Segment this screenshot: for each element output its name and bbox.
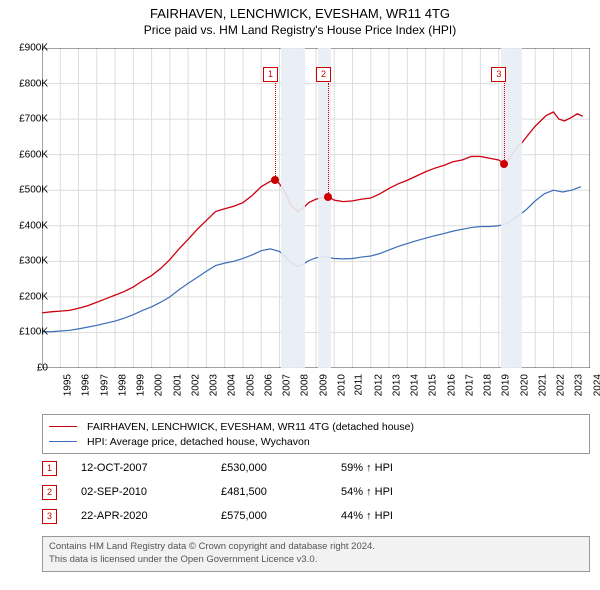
footer: Contains HM Land Registry data © Crown c… <box>42 536 590 572</box>
sale-marker: 1 <box>42 461 57 476</box>
ytick-label: £700K <box>19 114 48 125</box>
footer-line2: This data is licensed under the Open Gov… <box>49 554 583 567</box>
xtick-label: 2003 <box>208 374 219 396</box>
sale-price: £481,500 <box>221 486 341 498</box>
xtick-label: 2008 <box>300 374 311 396</box>
annotation-marker: 1 <box>263 67 278 82</box>
xtick-label: 2013 <box>391 374 402 396</box>
xtick-label: 2005 <box>245 374 256 396</box>
annotation-marker: 2 <box>316 67 331 82</box>
ytick-label: £900K <box>19 43 48 54</box>
legend: FAIRHAVEN, LENCHWICK, EVESHAM, WR11 4TG … <box>42 414 590 454</box>
sale-list: 1 12-OCT-2007£530,00059% ↑ HPI 2 02-SEP-201… <box>42 456 590 528</box>
ytick-label: £300K <box>19 256 48 267</box>
xtick-label: 1995 <box>62 374 73 396</box>
sale-price: £530,000 <box>221 462 341 474</box>
sale-pct: 44% ↑ HPI <box>341 510 441 522</box>
legend-item: FAIRHAVEN, LENCHWICK, EVESHAM, WR11 4TG … <box>49 419 583 434</box>
ytick-label: £200K <box>19 291 48 302</box>
chart-container: FAIRHAVEN, LENCHWICK, EVESHAM, WR11 4TG … <box>0 0 600 590</box>
series-hpi <box>42 187 581 332</box>
footer-line1: Contains HM Land Registry data © Crown c… <box>49 541 583 554</box>
xtick-label: 2023 <box>574 374 585 396</box>
annotation-vline <box>504 83 505 163</box>
xtick-label: 2007 <box>281 374 292 396</box>
annotation-dot <box>271 176 279 184</box>
ytick-label: £800K <box>19 78 48 89</box>
xtick-label: 2009 <box>318 374 329 396</box>
sale-row: 3 22-APR-2020£575,00044% ↑ HPI <box>42 504 590 528</box>
annotation-vline <box>328 83 329 197</box>
xtick-label: 2017 <box>464 374 475 396</box>
xtick-label: 2018 <box>482 374 493 396</box>
xtick-label: 2019 <box>501 374 512 396</box>
xtick-label: 2020 <box>519 374 530 396</box>
xtick-label: 2002 <box>190 374 201 396</box>
annotation-dot <box>500 160 508 168</box>
xtick-label: 2021 <box>537 374 548 396</box>
xtick-label: 2011 <box>354 374 365 396</box>
xtick-label: 2000 <box>154 374 165 396</box>
xtick-label: 2024 <box>592 374 600 396</box>
xtick-label: 1997 <box>99 374 110 396</box>
sale-row: 1 12-OCT-2007£530,00059% ↑ HPI <box>42 456 590 480</box>
chart-title: FAIRHAVEN, LENCHWICK, EVESHAM, WR11 4TG <box>0 0 600 21</box>
chart-area: 1 2 3 <box>42 48 590 368</box>
sale-row: 2 02-SEP-2010£481,50054% ↑ HPI <box>42 480 590 504</box>
ytick-label: £600K <box>19 149 48 160</box>
annotation-vline <box>275 83 276 179</box>
legend-swatch <box>49 441 77 442</box>
xtick-label: 2010 <box>336 374 347 396</box>
legend-item: HPI: Average price, detached house, Wych… <box>49 434 583 449</box>
legend-label: FAIRHAVEN, LENCHWICK, EVESHAM, WR11 4TG … <box>87 421 414 433</box>
xtick-label: 1996 <box>81 374 92 396</box>
xtick-label: 2004 <box>227 374 238 396</box>
sale-marker: 2 <box>42 485 57 500</box>
sale-date: 12-OCT-2007 <box>81 462 221 474</box>
chart-subtitle: Price paid vs. HM Land Registry's House … <box>0 21 600 37</box>
annotation-marker: 3 <box>491 67 506 82</box>
xtick-label: 2015 <box>428 374 439 396</box>
xtick-label: 2016 <box>446 374 457 396</box>
ytick-label: £400K <box>19 220 48 231</box>
ytick-label: £100K <box>19 327 48 338</box>
xtick-label: 2014 <box>409 374 420 396</box>
shaded-band <box>281 48 305 368</box>
xtick-label: 2022 <box>555 374 566 396</box>
xtick-label: 1998 <box>117 374 128 396</box>
xtick-label: 2001 <box>172 374 183 396</box>
sale-marker: 3 <box>42 509 57 524</box>
sale-date: 02-SEP-2010 <box>81 486 221 498</box>
xtick-label: 2012 <box>373 374 384 396</box>
xtick-label: 2006 <box>263 374 274 396</box>
ytick-label: £500K <box>19 185 48 196</box>
sale-price: £575,000 <box>221 510 341 522</box>
legend-swatch <box>49 426 77 427</box>
ytick-label: £0 <box>37 363 48 374</box>
sale-pct: 59% ↑ HPI <box>341 462 441 474</box>
legend-label: HPI: Average price, detached house, Wych… <box>87 436 310 448</box>
sale-date: 22-APR-2020 <box>81 510 221 522</box>
sale-pct: 54% ↑ HPI <box>341 486 441 498</box>
annotation-dot <box>324 193 332 201</box>
xtick-label: 1999 <box>135 374 146 396</box>
